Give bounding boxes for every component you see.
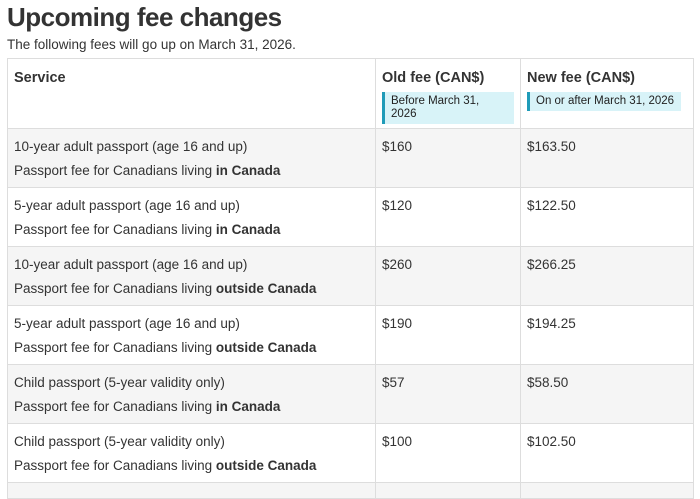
table-row: 5-year adult passport (age 16 and up) Pas… <box>7 305 694 365</box>
table-row: 10-year adult passport (age 16 and up) Pa… <box>7 128 694 188</box>
service-cell: Child passport (5-year validity only) Pas… <box>7 364 376 424</box>
service-description-bold: in Canada <box>215 163 281 178</box>
old-fee-cell: $160 <box>375 128 521 188</box>
new-fee-date-badge: On or after March 31, 2026 <box>527 92 682 111</box>
service-description: Passport fee for Canadians living in Can… <box>14 162 369 179</box>
service-description-bold: in Canada <box>215 399 281 414</box>
service-name: 5-year adult passport (age 16 and up) <box>14 316 240 331</box>
service-name: Child passport (5-year validity only) <box>14 434 225 449</box>
table-row: 10-year adult passport (age 16 and up) Pa… <box>7 246 694 306</box>
col-header-service: Service <box>7 58 376 129</box>
table-row: 5-year adult passport (age 16 and up) Pas… <box>7 187 694 247</box>
service-name: 10-year adult passport (age 16 and up) <box>14 139 248 154</box>
table-row-partial <box>7 482 694 499</box>
service-description-text: Passport fee for Canadians living <box>14 222 213 237</box>
intro-text: The following fees will go up on March 3… <box>7 37 296 52</box>
table-row: Child passport (5-year validity only) Pas… <box>7 364 694 424</box>
service-description-text: Passport fee for Canadians living <box>14 163 213 178</box>
service-description: Passport fee for Canadians living outsid… <box>14 280 369 297</box>
service-description-text: Passport fee for Canadians living <box>14 340 213 355</box>
fees-table: Service Old fee (CAN$) Before March 31, … <box>7 58 694 499</box>
service-description: Passport fee for Canadians living outsid… <box>14 339 369 356</box>
service-description-text: Passport fee for Canadians living <box>14 399 213 414</box>
service-name: 10-year adult passport (age 16 and up) <box>14 257 248 272</box>
service-cell: 10-year adult passport (age 16 and up) Pa… <box>7 128 376 188</box>
service-cell: Child passport (5-year validity only) Pas… <box>7 423 376 483</box>
new-fee-cell: $163.50 <box>520 128 694 188</box>
new-fee-cell: $58.50 <box>520 364 694 424</box>
old-fee-header-label: Old fee (CAN$) <box>382 70 485 86</box>
service-cell: 5-year adult passport (age 16 and up) Pas… <box>7 187 376 247</box>
service-description-bold: in Canada <box>215 222 281 237</box>
service-cell: 10-year adult passport (age 16 and up) Pa… <box>7 246 376 306</box>
page-title: Upcoming fee changes <box>7 2 282 32</box>
service-description-text: Passport fee for Canadians living <box>14 281 213 296</box>
new-fee-cell: $194.25 <box>520 305 694 365</box>
fees-table-body: 10-year adult passport (age 16 and up) Pa… <box>7 128 694 499</box>
table-row: Child passport (5-year validity only) Pas… <box>7 423 694 483</box>
old-fee-cell: $120 <box>375 187 521 247</box>
service-description: Passport fee for Canadians living outsid… <box>14 457 369 474</box>
old-fee-date-badge: Before March 31, 2026 <box>382 92 514 124</box>
service-description-bold: outside Canada <box>215 281 317 296</box>
service-description-text: Passport fee for Canadians living <box>14 458 213 473</box>
new-fee-cell: $122.50 <box>520 187 694 247</box>
old-fee-cell: $100 <box>375 423 521 483</box>
old-fee-cell: $190 <box>375 305 521 365</box>
new-fee-cell: $102.50 <box>520 423 694 483</box>
service-description-bold: outside Canada <box>215 458 317 473</box>
new-fee-header-label: New fee (CAN$) <box>527 70 635 86</box>
col-header-old-fee: Old fee (CAN$) Before March 31, 2026 <box>375 58 521 129</box>
table-header-row: Service Old fee (CAN$) Before March 31, … <box>7 58 694 129</box>
old-fee-cell: $260 <box>375 246 521 306</box>
service-cell: 5-year adult passport (age 16 and up) Pas… <box>7 305 376 365</box>
service-description-bold: outside Canada <box>215 340 317 355</box>
new-fee-cell: $266.25 <box>520 246 694 306</box>
old-fee-cell: $57 <box>375 364 521 424</box>
service-header-label: Service <box>14 70 66 86</box>
col-header-new-fee: New fee (CAN$) On or after March 31, 202… <box>520 58 694 129</box>
service-name: Child passport (5-year validity only) <box>14 375 225 390</box>
service-description: Passport fee for Canadians living in Can… <box>14 221 369 238</box>
service-description: Passport fee for Canadians living in Can… <box>14 398 369 415</box>
service-name: 5-year adult passport (age 16 and up) <box>14 198 240 213</box>
